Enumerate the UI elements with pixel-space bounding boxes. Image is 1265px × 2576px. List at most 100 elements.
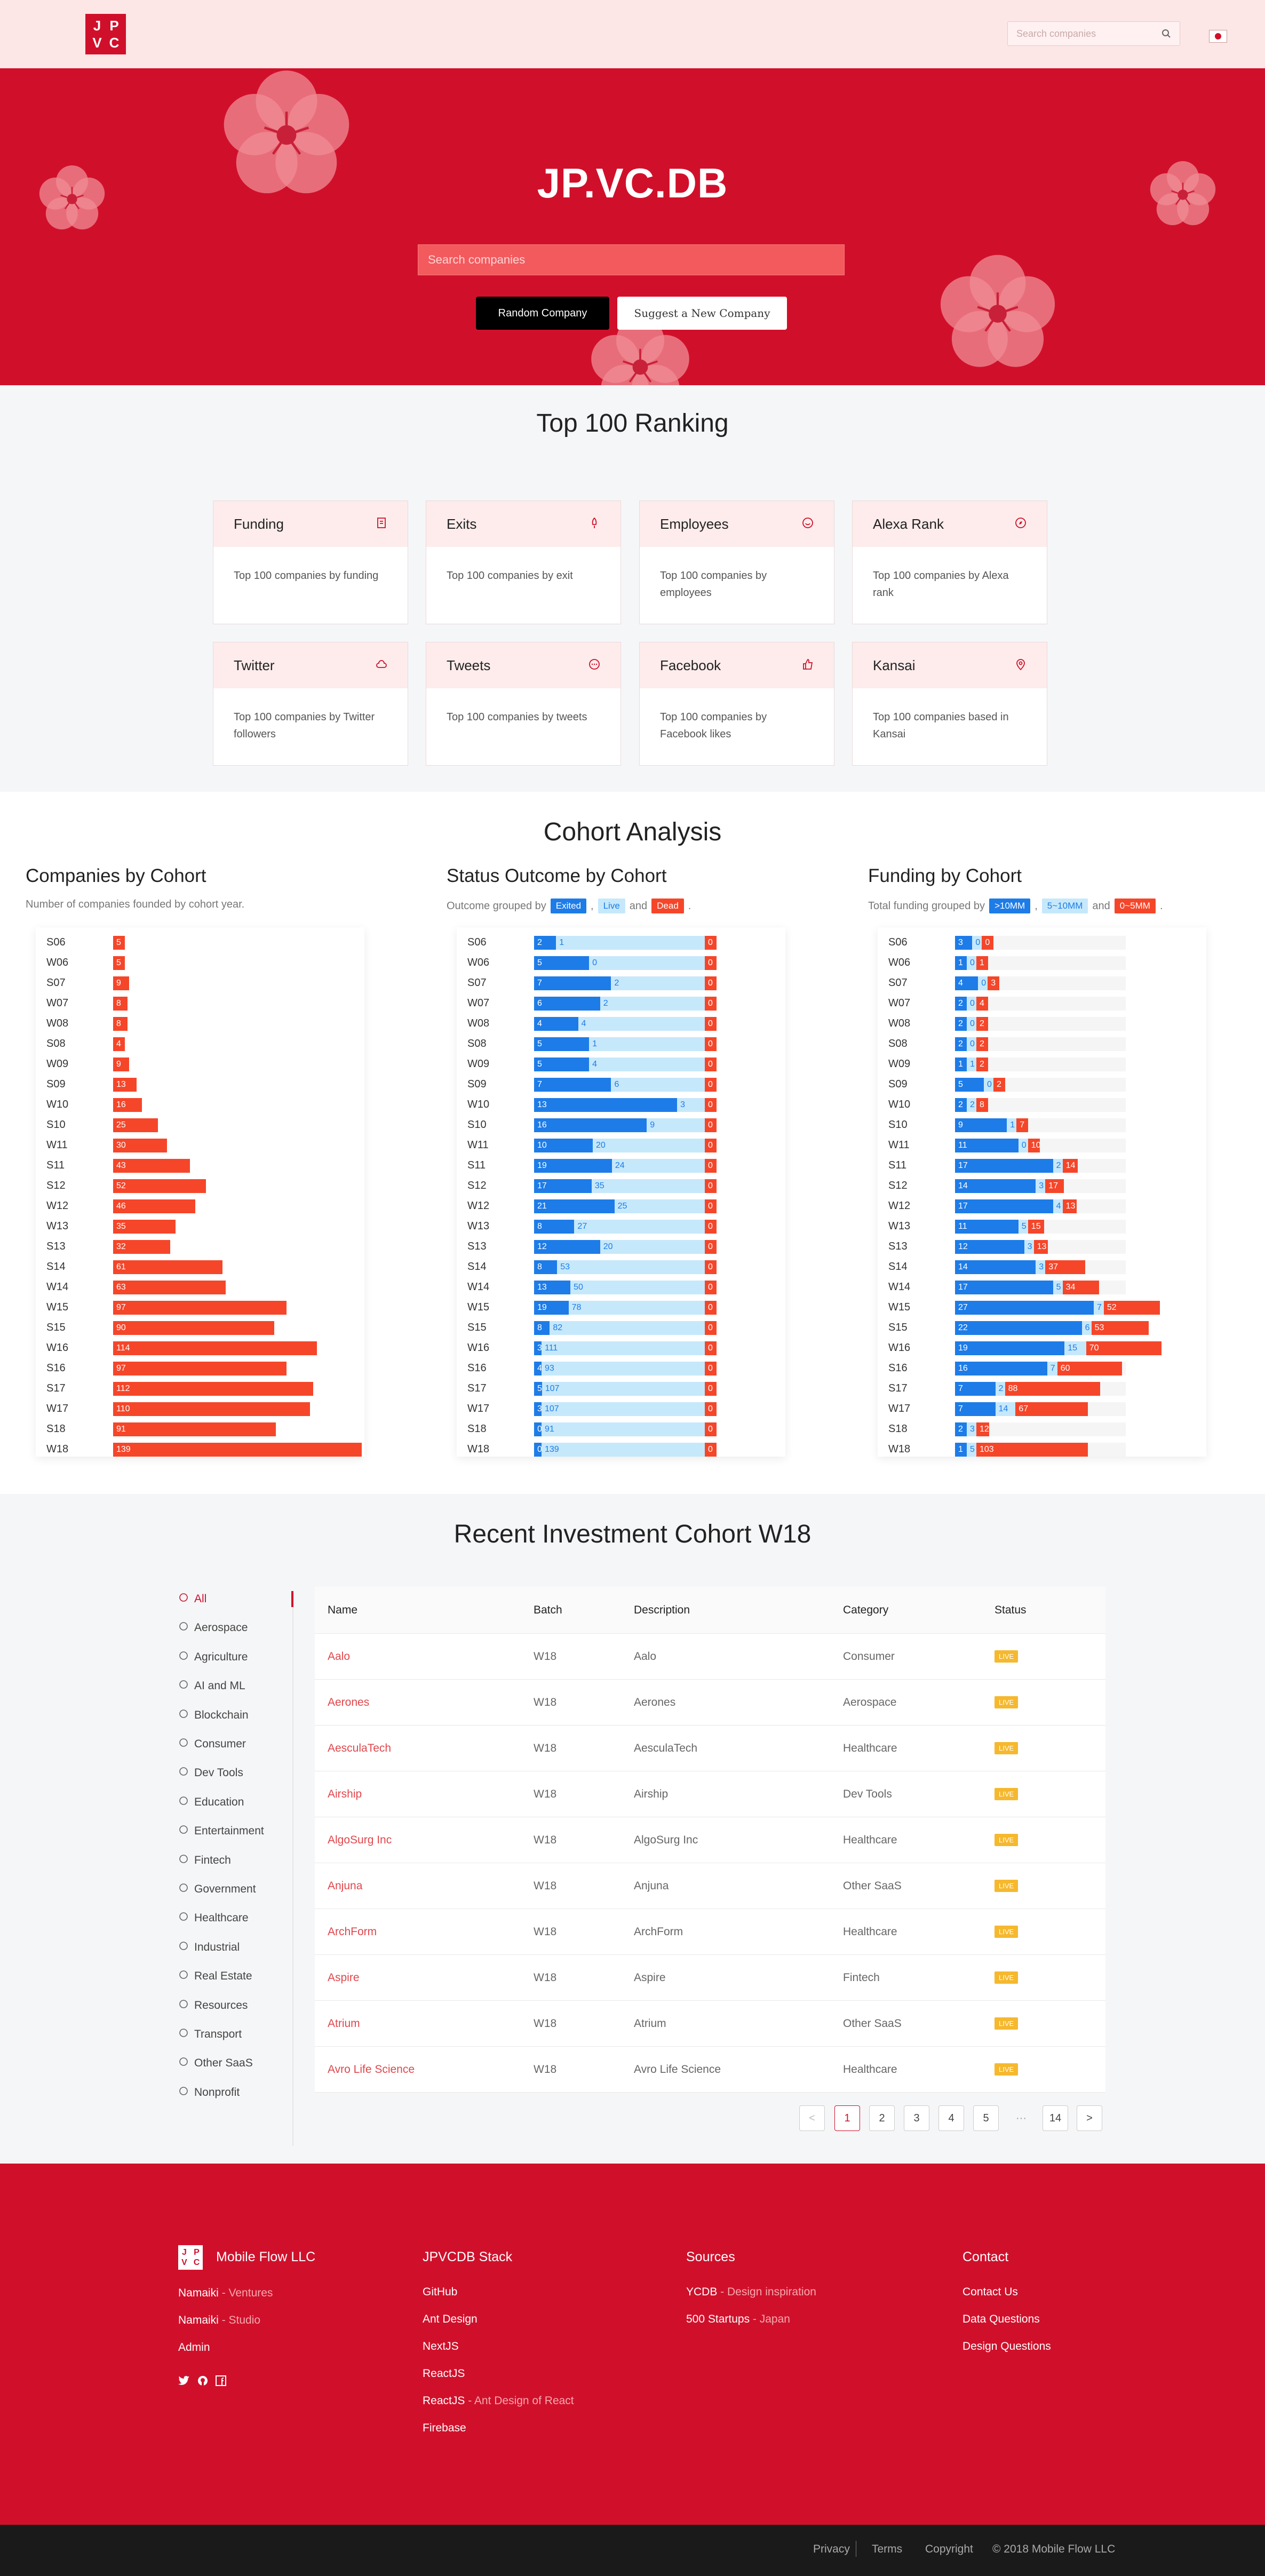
5-10mm-bar[interactable]: 3 xyxy=(1036,1260,1046,1274)
cohort-bar[interactable]: 112 xyxy=(113,1382,314,1396)
over-10mm-bar[interactable]: 2 xyxy=(955,1037,967,1051)
live-bar[interactable]: 107 xyxy=(542,1382,705,1396)
0-5mm-bar[interactable]: 34 xyxy=(1062,1281,1100,1294)
live-bar[interactable]: 53 xyxy=(557,1260,705,1274)
sidebar-item-nonprofit[interactable]: Nonprofit xyxy=(178,2085,240,2101)
5-10mm-bar[interactable]: 0 xyxy=(1018,1139,1028,1152)
terms-link[interactable]: Terms xyxy=(872,2543,903,2555)
sidebar-item-blockchain[interactable]: Blockchain xyxy=(178,1707,249,1723)
dead-bar[interactable]: 0 xyxy=(705,976,717,990)
live-bar[interactable]: 0 xyxy=(589,956,705,970)
github-icon[interactable] xyxy=(197,2375,208,2386)
over-10mm-bar[interactable]: 7 xyxy=(955,1402,996,1416)
ranking-card-employees[interactable]: Employees Top 100 companies by employees xyxy=(639,500,834,624)
sidebar-item-other-saas[interactable]: Other SaaS xyxy=(178,2055,253,2071)
ranking-card-exits[interactable]: Exits Top 100 companies by exit xyxy=(426,500,621,624)
page-2-button[interactable]: 2 xyxy=(869,2105,895,2131)
page-1-button[interactable]: 1 xyxy=(834,2105,860,2131)
cohort-bar[interactable]: 90 xyxy=(113,1321,274,1335)
sidebar-item-government[interactable]: Government xyxy=(178,1881,256,1897)
dead-bar[interactable]: 0 xyxy=(705,1220,717,1234)
live-bar[interactable]: 4 xyxy=(589,1058,705,1071)
5-10mm-bar[interactable]: 0 xyxy=(967,1037,976,1051)
exited-bar[interactable]: 0 xyxy=(534,1422,542,1436)
ranking-card-twitter[interactable]: Twitter Top 100 companies by Twitter foll… xyxy=(213,642,408,766)
dead-bar[interactable]: 0 xyxy=(705,1199,717,1213)
5-10mm-bar[interactable]: 0 xyxy=(967,1017,976,1031)
dead-bar[interactable]: 0 xyxy=(705,956,717,970)
5-10mm-bar[interactable]: 15 xyxy=(1064,1341,1086,1355)
ranking-card-facebook[interactable]: Facebook Top 100 companies by Facebook li… xyxy=(639,642,834,766)
0-5mm-bar[interactable]: 13 xyxy=(1033,1240,1048,1254)
live-bar[interactable]: 139 xyxy=(542,1443,705,1457)
over-10mm-bar[interactable]: 2 xyxy=(955,1017,967,1031)
5-10mm-bar[interactable]: 0 xyxy=(967,997,976,1011)
live-bar[interactable]: 20 xyxy=(593,1139,705,1152)
search-icon[interactable] xyxy=(1161,29,1171,38)
stack-link[interactable]: GitHub xyxy=(423,2286,457,2299)
sidebar-item-fintech[interactable]: Fintech xyxy=(178,1853,231,1869)
dead-bar[interactable]: 0 xyxy=(705,1443,717,1457)
privacy-link[interactable]: Privacy xyxy=(813,2543,850,2555)
5-10mm-bar[interactable]: 4 xyxy=(1053,1199,1063,1213)
table-row[interactable]: Avro Life Science W18 Avro Life Science Hea… xyxy=(315,2047,1105,2093)
5-10mm-bar[interactable]: 7 xyxy=(1047,1362,1057,1376)
0-5mm-bar[interactable]: 0 xyxy=(982,936,994,950)
5-10mm-bar[interactable]: 0 xyxy=(978,976,988,990)
exited-bar[interactable]: 3 xyxy=(534,1402,542,1416)
0-5mm-bar[interactable]: 70 xyxy=(1086,1341,1162,1355)
over-10mm-bar[interactable]: 9 xyxy=(955,1118,1007,1132)
company-name-link[interactable]: Atrium xyxy=(328,2017,360,2030)
5-10mm-bar[interactable]: 3 xyxy=(1036,1179,1046,1193)
0-5mm-bar[interactable]: 10 xyxy=(1028,1139,1040,1152)
ranking-card-kansai[interactable]: Kansai Top 100 companies based in Kansai xyxy=(852,642,1047,766)
sidebar-item-entertainment[interactable]: Entertainment xyxy=(178,1823,264,1839)
over-10mm-bar[interactable]: 1 xyxy=(955,956,967,970)
0-5mm-bar[interactable]: 3 xyxy=(988,976,1000,990)
live-bar[interactable]: 2 xyxy=(600,997,705,1011)
cohort-bar[interactable]: 46 xyxy=(113,1199,196,1213)
cohort-bar[interactable]: 13 xyxy=(113,1078,137,1092)
dead-bar[interactable]: 0 xyxy=(705,1422,717,1436)
live-bar[interactable]: 4 xyxy=(578,1017,705,1031)
cohort-bar[interactable]: 32 xyxy=(113,1240,171,1254)
over-10mm-bar[interactable]: 14 xyxy=(955,1179,1036,1193)
page-3-button[interactable]: 3 xyxy=(904,2105,929,2131)
table-row[interactable]: Aerones W18 Aerones Aerospace LIVE xyxy=(315,1680,1105,1726)
exited-bar[interactable]: 19 xyxy=(534,1159,612,1173)
company-name-link[interactable]: ArchForm xyxy=(328,1925,377,1938)
contact-link[interactable]: Data Questions xyxy=(962,2313,1040,2325)
over-10mm-bar[interactable]: 2 xyxy=(955,1098,967,1112)
prev-page-button[interactable]: < xyxy=(799,2105,825,2131)
cohort-bar[interactable]: 61 xyxy=(113,1260,222,1274)
cohort-bar[interactable]: 43 xyxy=(113,1159,190,1173)
live-bar[interactable]: 35 xyxy=(591,1179,705,1193)
0-5mm-bar[interactable]: 17 xyxy=(1045,1179,1064,1193)
sidebar-item-resources[interactable]: Resources xyxy=(178,1998,248,2014)
table-row[interactable]: AesculaTech W18 AesculaTech Healthcare LIVE xyxy=(315,1726,1105,1771)
live-bar[interactable]: 3 xyxy=(677,1098,705,1112)
5-10mm-bar[interactable]: 7 xyxy=(1094,1301,1104,1315)
cohort-bar[interactable]: 97 xyxy=(113,1301,287,1315)
suggest-company-button[interactable]: Suggest a New Company xyxy=(617,297,787,330)
0-5mm-bar[interactable]: 2 xyxy=(976,1058,988,1071)
dead-bar[interactable]: 0 xyxy=(705,1301,717,1315)
over-10mm-bar[interactable]: 7 xyxy=(955,1382,996,1396)
exited-bar[interactable]: 0 xyxy=(534,1443,542,1457)
cohort-bar[interactable]: 30 xyxy=(113,1139,167,1152)
over-10mm-bar[interactable]: 11 xyxy=(955,1139,1019,1152)
5-10mm-bar[interactable]: 2 xyxy=(995,1382,1005,1396)
hero-search-input[interactable]: Search companies xyxy=(418,244,845,275)
stack-link[interactable]: ReactJS - Ant Design of React xyxy=(423,2395,574,2407)
over-10mm-bar[interactable]: 1 xyxy=(955,1058,967,1071)
contact-link[interactable]: Contact Us xyxy=(962,2286,1018,2298)
company-name-link[interactable]: Airship xyxy=(328,1787,362,1800)
footer-link[interactable]: Admin xyxy=(178,2341,210,2354)
company-name-link[interactable]: AesculaTech xyxy=(328,1742,392,1754)
dead-bar[interactable]: 0 xyxy=(705,1058,717,1071)
dead-bar[interactable]: 0 xyxy=(705,1281,717,1294)
japan-flag-icon[interactable] xyxy=(1209,30,1227,43)
stack-link[interactable]: NextJS xyxy=(423,2340,459,2353)
table-row[interactable]: Aspire W18 Aspire Fintech LIVE xyxy=(315,1955,1105,2001)
table-row[interactable]: AlgoSurg Inc W18 AlgoSurg Inc Healthcare LIV… xyxy=(315,1817,1105,1863)
